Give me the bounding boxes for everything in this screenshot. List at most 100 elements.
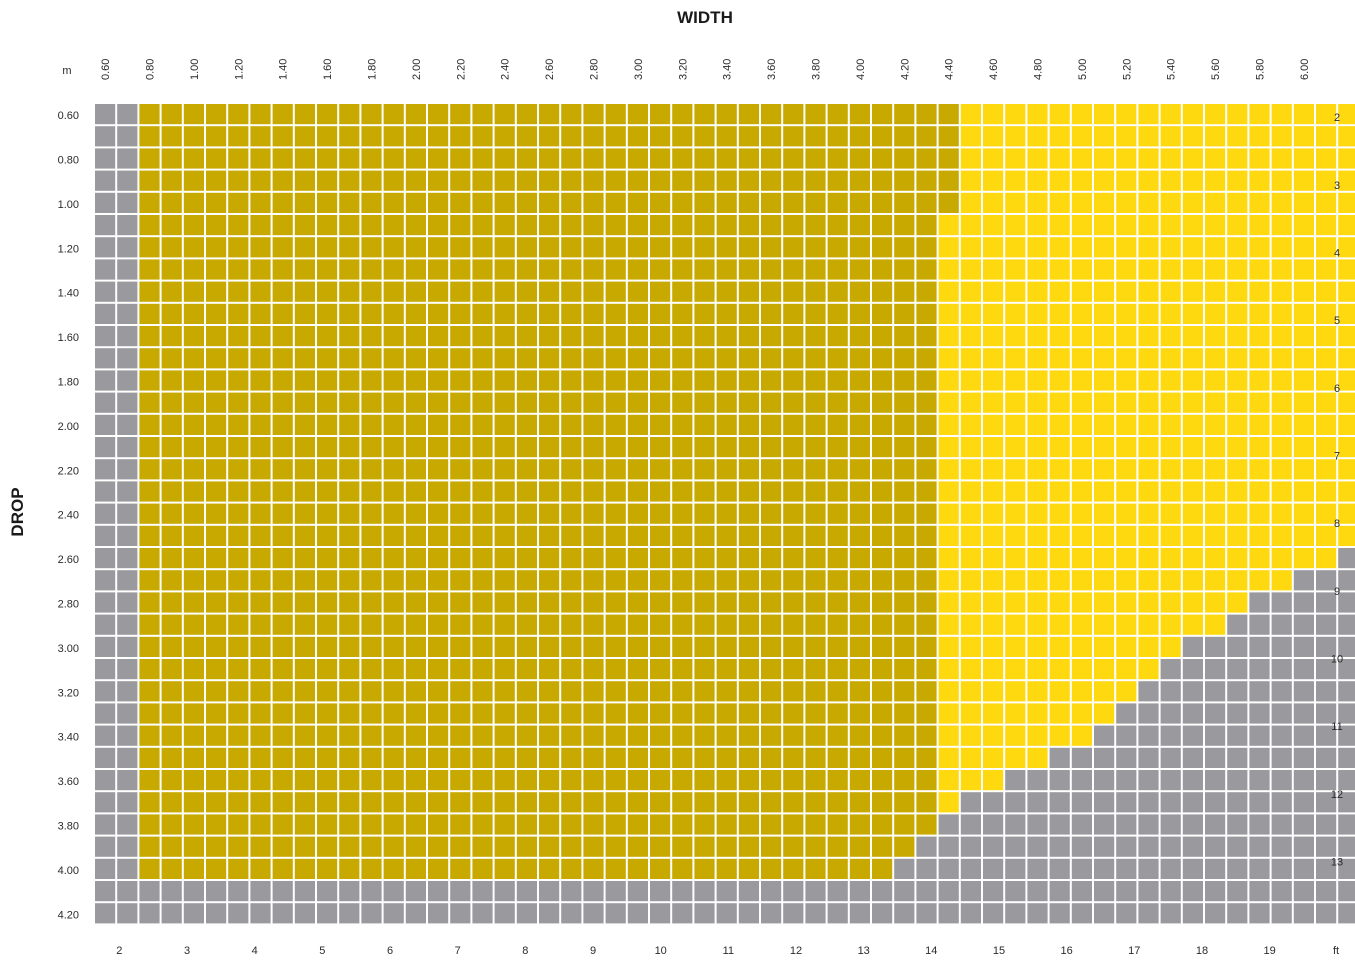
grid-cell-unavailable [95,215,116,236]
grid-cell-zone_a [783,437,804,458]
grid-cell-zone_a [472,792,493,813]
grid-cell-unavailable [1227,836,1248,857]
grid-cell-unavailable [1293,881,1314,902]
grid-cell-zone_a [472,570,493,591]
grid-cell-zone_a [583,459,604,480]
grid-cell-zone_a [206,392,227,413]
grid-cell-zone_b [938,703,959,724]
grid-cell-zone_a [516,370,537,391]
grid-cell-unavailable [383,903,404,924]
drop-tick-label: 3.20 [58,687,79,699]
grid-cell-zone_a [716,814,737,835]
grid-cell-zone_a [405,148,426,169]
grid-cell-unavailable [1160,858,1181,879]
grid-cell-zone_b [1027,148,1048,169]
grid-cell-zone_a [605,259,626,280]
grid-cell-zone_a [361,459,382,480]
grid-cell-zone_b [1071,303,1092,324]
grid-cell-zone_a [405,548,426,569]
grid-cell-zone_a [450,858,471,879]
grid-cell-zone_a [738,392,759,413]
grid-cell-zone_a [516,814,537,835]
grid-cell-zone_a [827,503,848,524]
grid-cell-unavailable [983,836,1004,857]
grid-cell-zone_a [783,747,804,768]
grid-cell-unavailable [1005,836,1026,857]
grid-cell-zone_a [583,503,604,524]
grid-cell-zone_a [605,192,626,213]
grid-cell-zone_a [761,392,782,413]
grid-cell-zone_a [738,148,759,169]
grid-cell-zone_a [672,614,693,635]
grid-cell-zone_b [1160,192,1181,213]
chart-title: WIDTH [677,8,733,27]
grid-cell-zone_a [627,126,648,147]
grid-cell-zone_b [1049,170,1070,191]
grid-cell-zone_a [916,348,937,369]
grid-cell-zone_b [1027,636,1048,657]
grid-cell-zone_b [1205,570,1226,591]
grid-cell-unavailable [605,881,626,902]
grid-cell-zone_a [183,747,204,768]
grid-cell-zone_a [228,392,249,413]
grid-cell-zone_a [627,792,648,813]
grid-cell-zone_a [761,215,782,236]
grid-cell-zone_b [1116,170,1137,191]
grid-cell-zone_b [1027,370,1048,391]
grid-cell-zone_b [938,681,959,702]
grid-cell-zone_b [1249,237,1270,258]
grid-cell-zone_a [294,725,315,746]
grid-cell-unavailable [95,636,116,657]
grid-cell-unavailable [1182,636,1203,657]
grid-cell-zone_a [561,281,582,302]
grid-cell-zone_a [672,725,693,746]
grid-cell-zone_a [583,525,604,546]
grid-cell-zone_a [716,104,737,125]
grid-cell-zone_a [650,348,671,369]
grid-cell-zone_a [672,437,693,458]
grid-cell-zone_b [1182,348,1203,369]
grid-cell-unavailable [1160,770,1181,791]
grid-cell-zone_a [672,303,693,324]
grid-cell-unavailable [1071,814,1092,835]
grid-cell-zone_a [672,370,693,391]
grid-cell-zone_a [583,481,604,502]
grid-cell-zone_a [450,148,471,169]
grid-cell-zone_a [783,192,804,213]
grid-cell-unavailable [117,192,138,213]
grid-cell-zone_a [827,170,848,191]
grid-cell-zone_a [872,148,893,169]
grid-cell-zone_b [1293,437,1314,458]
drop-feet-tick-label: 8 [1334,518,1340,530]
grid-cell-zone_a [494,170,515,191]
grid-cell-zone_a [716,237,737,258]
grid-cell-zone_a [206,747,227,768]
grid-cell-unavailable [583,903,604,924]
grid-cell-zone_b [1071,459,1092,480]
grid-cell-zone_b [1116,303,1137,324]
drop-tick-label: 1.60 [58,332,79,344]
grid-cell-zone_a [339,392,360,413]
grid-cell-zone_a [672,104,693,125]
grid-cell-zone_a [450,636,471,657]
grid-cell-unavailable [1205,792,1226,813]
grid-cell-zone_a [294,814,315,835]
grid-cell-zone_a [783,392,804,413]
drop-feet-tick-label: 12 [1331,789,1343,801]
grid-cell-zone_b [1316,192,1337,213]
grid-cell-unavailable [228,881,249,902]
grid-cell-zone_a [583,636,604,657]
grid-cell-zone_a [250,659,271,680]
grid-cell-unavailable [1293,792,1314,813]
grid-cell-zone_a [894,215,915,236]
grid-cell-zone_b [1338,326,1355,347]
grid-cell-zone_a [183,636,204,657]
grid-cell-zone_a [672,192,693,213]
grid-cell-zone_b [1094,570,1115,591]
grid-cell-zone_a [783,614,804,635]
grid-cell-unavailable [716,881,737,902]
grid-cell-zone_b [1338,525,1355,546]
grid-cell-zone_a [250,725,271,746]
grid-cell-zone_a [428,303,449,324]
grid-cell-unavailable [1005,881,1026,902]
